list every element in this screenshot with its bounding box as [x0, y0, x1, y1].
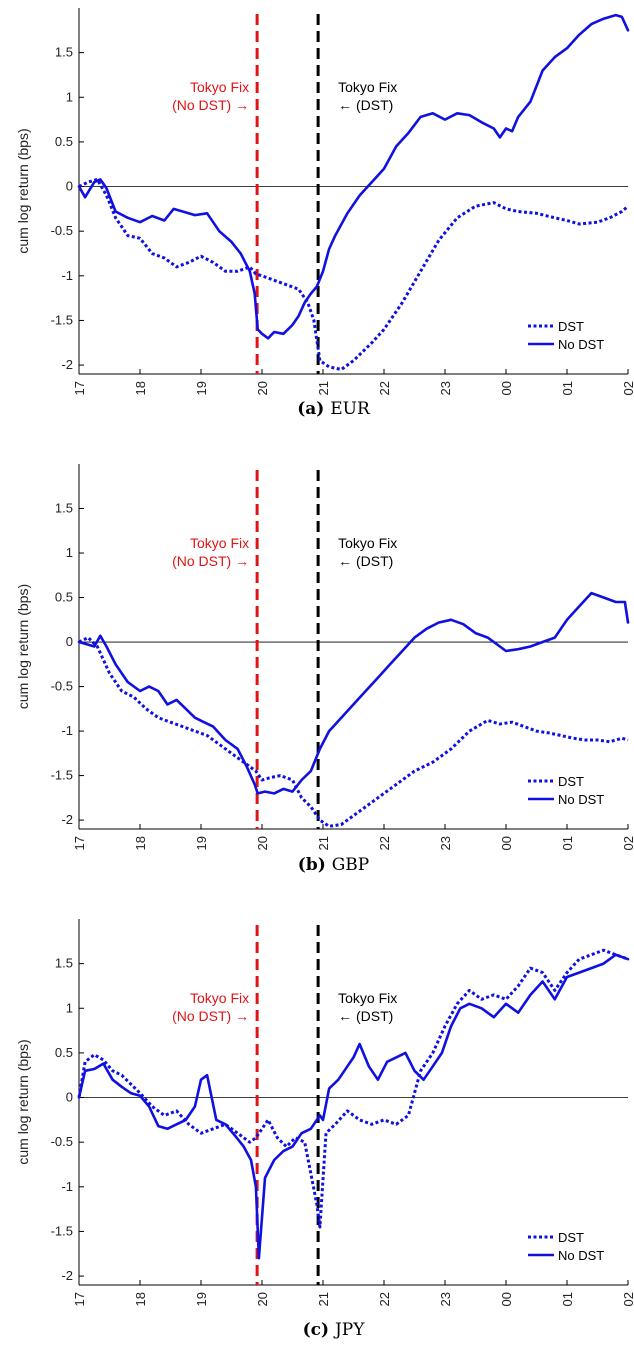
y-axis-label: cum log return (bps) [15, 128, 31, 253]
x-tick-label: 20 [255, 836, 270, 850]
x-tick-label: 00 [499, 381, 514, 395]
y-tick-label: 1.5 [55, 501, 73, 516]
y-tick-label: 0.5 [55, 1045, 73, 1060]
y-tick-label: 0.5 [55, 134, 73, 149]
caption-letter: (a) [297, 399, 330, 419]
x-tick-label: 20 [255, 381, 270, 395]
x-tick-label: 02 [621, 381, 634, 395]
x-tick-label: 21 [316, 381, 331, 395]
series-line-dst [78, 177, 629, 371]
y-axis-label: cum log return (bps) [15, 584, 31, 709]
y-tick-label: -2 [61, 357, 73, 372]
x-tick-label: 17 [72, 836, 87, 850]
series-line-no-dst [77, 953, 630, 1260]
x-tick-label: 00 [499, 1292, 514, 1306]
y-tick-label: 0.5 [55, 590, 73, 605]
tokyo-fix-dst-label: ← (DST) [338, 1008, 393, 1024]
x-tick-label: 19 [194, 836, 209, 850]
x-tick-label: 23 [438, 1292, 453, 1306]
x-tick-label: 01 [560, 381, 575, 395]
legend-label: DST [558, 319, 584, 334]
tokyo-fix-no-dst-label: Tokyo Fix [190, 79, 249, 95]
chart-panel-jpy: -2 -1.5 -1 -0.5 0 0.5 1 1.5 17 18 19 20 21 22 23 00 01 02… [15, 919, 634, 1340]
x-tick-label: 01 [560, 836, 575, 850]
chart-panel-gbp: -2 -1.5 -1 -0.5 0 0.5 1 1.5 17 18 19 20 21 22 23 00 01 02… [15, 464, 634, 875]
tokyo-fix-dst-label: Tokyo Fix [338, 79, 397, 95]
caption-letter: (c) [303, 1320, 335, 1340]
tokyo-fix-dst-label: ← (DST) [338, 553, 393, 569]
x-tick-label: 18 [133, 1292, 148, 1306]
tokyo-fix-dst-label: Tokyo Fix [338, 535, 397, 551]
y-tick-label: -2 [61, 1268, 73, 1283]
tokyo-fix-no-dst-label: Tokyo Fix [190, 990, 249, 1006]
x-tick-label: 21 [316, 836, 331, 850]
x-tick-label: 02 [621, 1292, 634, 1306]
tokyo-fix-dst-label: ← (DST) [338, 97, 393, 113]
caption-currency: EUR [330, 399, 371, 419]
x-tick-label: 21 [316, 1292, 331, 1306]
x-tick-label: 17 [72, 381, 87, 395]
legend-label: DST [558, 774, 584, 789]
panel-caption: (b) GBP [298, 855, 369, 875]
x-tick-label: 19 [194, 1292, 209, 1306]
y-tick-label: 0 [66, 179, 73, 194]
y-tick-label: -1 [61, 723, 73, 738]
caption-letter: (b) [298, 855, 332, 875]
y-tick-label: 0 [66, 1090, 73, 1105]
caption-currency: GBP [332, 855, 370, 875]
caption-currency: JPY [333, 1320, 365, 1340]
y-tick-label: 1.5 [55, 956, 73, 971]
y-tick-label: -0.5 [51, 223, 73, 238]
x-tick-label: 22 [377, 1292, 392, 1306]
y-tick-label: -1.5 [51, 312, 73, 327]
y-tick-label: 0 [66, 634, 73, 649]
series-line-no-dst [77, 591, 630, 795]
x-tick-label: 17 [72, 1292, 87, 1306]
x-tick-label: 23 [438, 836, 453, 850]
y-axis-label: cum log return (bps) [15, 1039, 31, 1164]
x-tick-label: 18 [133, 836, 148, 850]
x-tick-label: 22 [377, 836, 392, 850]
series-line-dst [77, 948, 629, 1229]
y-tick-label: -0.5 [51, 679, 73, 694]
legend-label: No DST [558, 792, 604, 807]
y-tick-label: -1.5 [51, 768, 73, 783]
legend-label: No DST [558, 337, 604, 352]
y-tick-label: 1 [66, 545, 73, 560]
series-line-dst [78, 636, 629, 828]
x-tick-label: 19 [194, 381, 209, 395]
chart-panel-eur: -2 -1.5 -1 -0.5 0 0.5 1 1.5 17 18 19 20 21 22 23 00 01 02… [15, 8, 634, 419]
x-tick-label: 20 [255, 1292, 270, 1306]
y-tick-label: -1.5 [51, 1223, 73, 1238]
legend-label: DST [558, 1230, 584, 1245]
x-tick-label: 18 [133, 381, 148, 395]
x-tick-label: 22 [377, 381, 392, 395]
y-tick-label: 1 [66, 1000, 73, 1015]
tokyo-fix-dst-label: Tokyo Fix [338, 990, 397, 1006]
y-tick-label: 1 [66, 89, 73, 104]
y-tick-label: -2 [61, 812, 73, 827]
y-tick-label: 1.5 [55, 45, 73, 60]
x-tick-label: 02 [621, 836, 634, 850]
x-tick-label: 23 [438, 381, 453, 395]
panel-caption: (c) JPY [303, 1320, 366, 1340]
y-tick-label: -0.5 [51, 1134, 73, 1149]
tokyo-fix-no-dst-label: (No DST) → [172, 553, 249, 569]
x-tick-label: 01 [560, 1292, 575, 1306]
legend-label: No DST [558, 1248, 604, 1263]
y-tick-label: -1 [61, 1179, 73, 1194]
tokyo-fix-no-dst-label: (No DST) → [172, 97, 249, 113]
x-tick-label: 00 [499, 836, 514, 850]
panel-caption: (a) EUR [297, 399, 371, 419]
series-line-no-dst [77, 13, 630, 340]
y-tick-label: -1 [61, 268, 73, 283]
tokyo-fix-no-dst-label: Tokyo Fix [190, 535, 249, 551]
tokyo-fix-no-dst-label: (No DST) → [172, 1008, 249, 1024]
